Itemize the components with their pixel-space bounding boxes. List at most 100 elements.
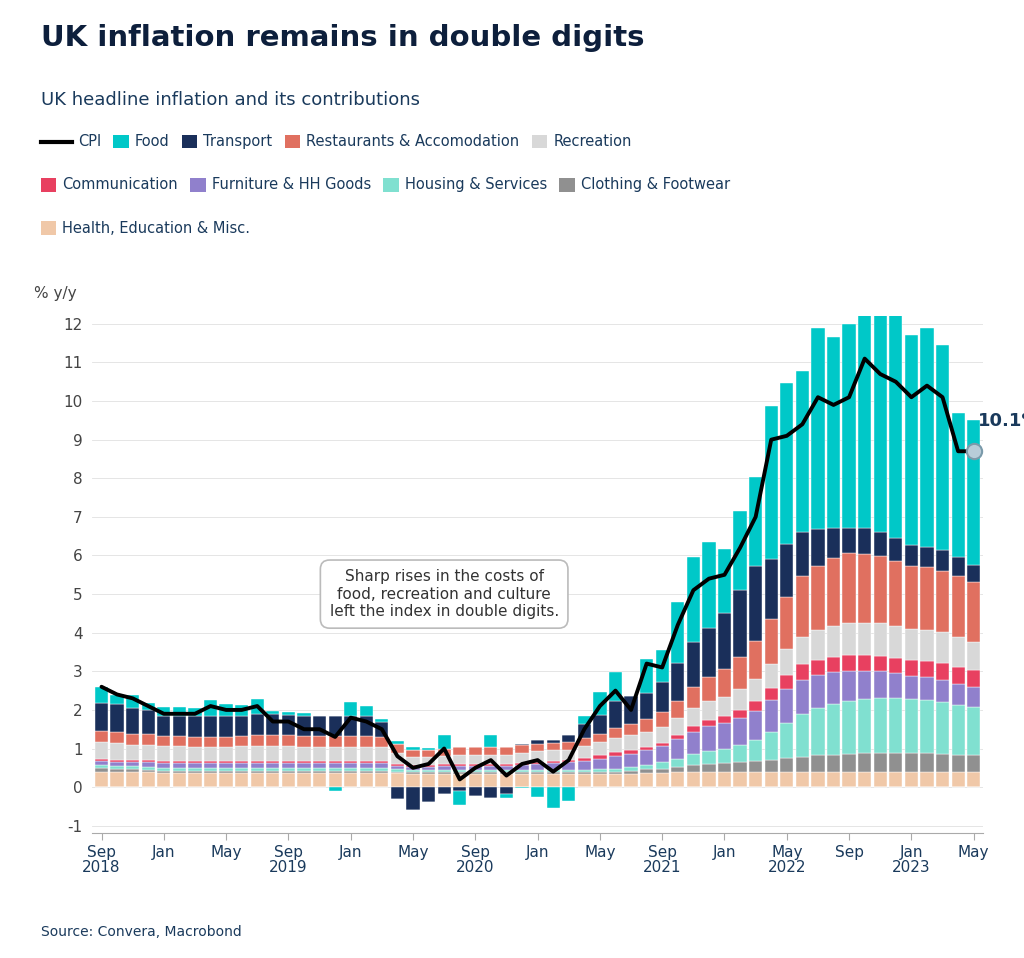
Bar bbox=[407, 767, 420, 770]
Bar bbox=[578, 774, 591, 787]
Bar bbox=[469, 774, 482, 787]
Bar bbox=[936, 571, 949, 632]
Bar bbox=[297, 773, 310, 787]
Bar bbox=[796, 371, 809, 532]
Bar bbox=[796, 532, 809, 577]
Bar bbox=[702, 542, 716, 628]
Bar bbox=[640, 764, 653, 769]
Bar bbox=[188, 767, 202, 771]
Bar bbox=[173, 736, 186, 746]
Bar bbox=[951, 684, 965, 704]
Bar bbox=[204, 773, 217, 787]
Bar bbox=[437, 764, 451, 766]
Bar bbox=[609, 701, 623, 728]
Text: CPI: CPI bbox=[78, 134, 101, 149]
Bar bbox=[889, 560, 902, 627]
Text: Clothing & Footwear: Clothing & Footwear bbox=[581, 177, 730, 193]
Bar bbox=[967, 582, 980, 642]
Bar bbox=[967, 772, 980, 787]
Bar bbox=[297, 767, 310, 771]
Bar bbox=[173, 716, 186, 736]
Bar bbox=[780, 758, 794, 772]
Bar bbox=[578, 724, 591, 739]
Bar bbox=[313, 716, 327, 736]
Bar bbox=[547, 762, 560, 764]
Bar bbox=[921, 567, 934, 629]
Bar bbox=[282, 712, 295, 715]
Bar bbox=[843, 624, 856, 655]
Bar bbox=[951, 557, 965, 576]
Bar bbox=[313, 771, 327, 773]
Bar bbox=[500, 747, 513, 755]
Bar bbox=[889, 698, 902, 753]
Bar bbox=[625, 696, 638, 724]
Bar bbox=[188, 746, 202, 762]
Bar bbox=[609, 738, 623, 752]
Text: Furniture & HH Goods: Furniture & HH Goods bbox=[212, 177, 371, 193]
Bar bbox=[437, 770, 451, 772]
Bar bbox=[95, 759, 109, 761]
Bar bbox=[562, 735, 575, 741]
Bar bbox=[531, 772, 544, 774]
Bar bbox=[500, 770, 513, 772]
Bar bbox=[547, 787, 560, 809]
Bar bbox=[111, 696, 124, 704]
Bar bbox=[126, 769, 139, 772]
Bar bbox=[437, 774, 451, 787]
Bar bbox=[313, 773, 327, 787]
Bar bbox=[765, 732, 778, 760]
Text: 2021: 2021 bbox=[643, 860, 681, 876]
Text: 2023: 2023 bbox=[892, 860, 931, 876]
Bar bbox=[609, 752, 623, 756]
Bar bbox=[905, 335, 918, 545]
Bar bbox=[905, 772, 918, 787]
Bar bbox=[640, 659, 653, 693]
Bar bbox=[936, 680, 949, 702]
Bar bbox=[126, 734, 139, 745]
Bar bbox=[375, 771, 388, 773]
Bar bbox=[655, 727, 669, 743]
Bar bbox=[173, 773, 186, 787]
Bar bbox=[188, 771, 202, 773]
Text: Communication: Communication bbox=[62, 177, 178, 193]
Bar bbox=[873, 557, 887, 624]
Bar bbox=[827, 558, 840, 626]
Bar bbox=[158, 762, 170, 764]
Bar bbox=[484, 787, 498, 798]
Bar bbox=[702, 720, 716, 726]
Bar bbox=[329, 764, 342, 767]
Bar bbox=[375, 719, 388, 722]
Bar bbox=[219, 746, 232, 762]
Bar bbox=[609, 768, 623, 772]
Bar bbox=[282, 773, 295, 787]
Bar bbox=[359, 771, 373, 773]
Bar bbox=[921, 772, 934, 787]
Bar bbox=[141, 767, 155, 770]
Bar bbox=[407, 774, 420, 787]
Bar bbox=[344, 771, 357, 773]
Bar bbox=[391, 764, 404, 765]
Bar bbox=[843, 528, 856, 553]
Bar bbox=[141, 772, 155, 787]
Bar bbox=[437, 787, 451, 794]
Bar bbox=[593, 769, 606, 772]
Bar bbox=[905, 753, 918, 772]
Bar bbox=[375, 762, 388, 764]
Bar bbox=[111, 772, 124, 787]
Bar bbox=[158, 767, 170, 771]
Bar bbox=[204, 767, 217, 771]
Bar bbox=[640, 719, 653, 732]
Bar bbox=[749, 711, 762, 740]
Bar bbox=[951, 414, 965, 557]
Bar bbox=[422, 772, 435, 774]
Bar bbox=[158, 746, 170, 762]
Bar bbox=[562, 770, 575, 772]
Bar bbox=[578, 739, 591, 746]
Bar bbox=[687, 557, 700, 642]
Bar bbox=[936, 345, 949, 551]
Bar bbox=[95, 741, 109, 759]
Bar bbox=[687, 772, 700, 787]
Bar bbox=[749, 477, 762, 565]
Text: Health, Education & Misc.: Health, Education & Misc. bbox=[62, 220, 251, 236]
Bar bbox=[344, 762, 357, 764]
